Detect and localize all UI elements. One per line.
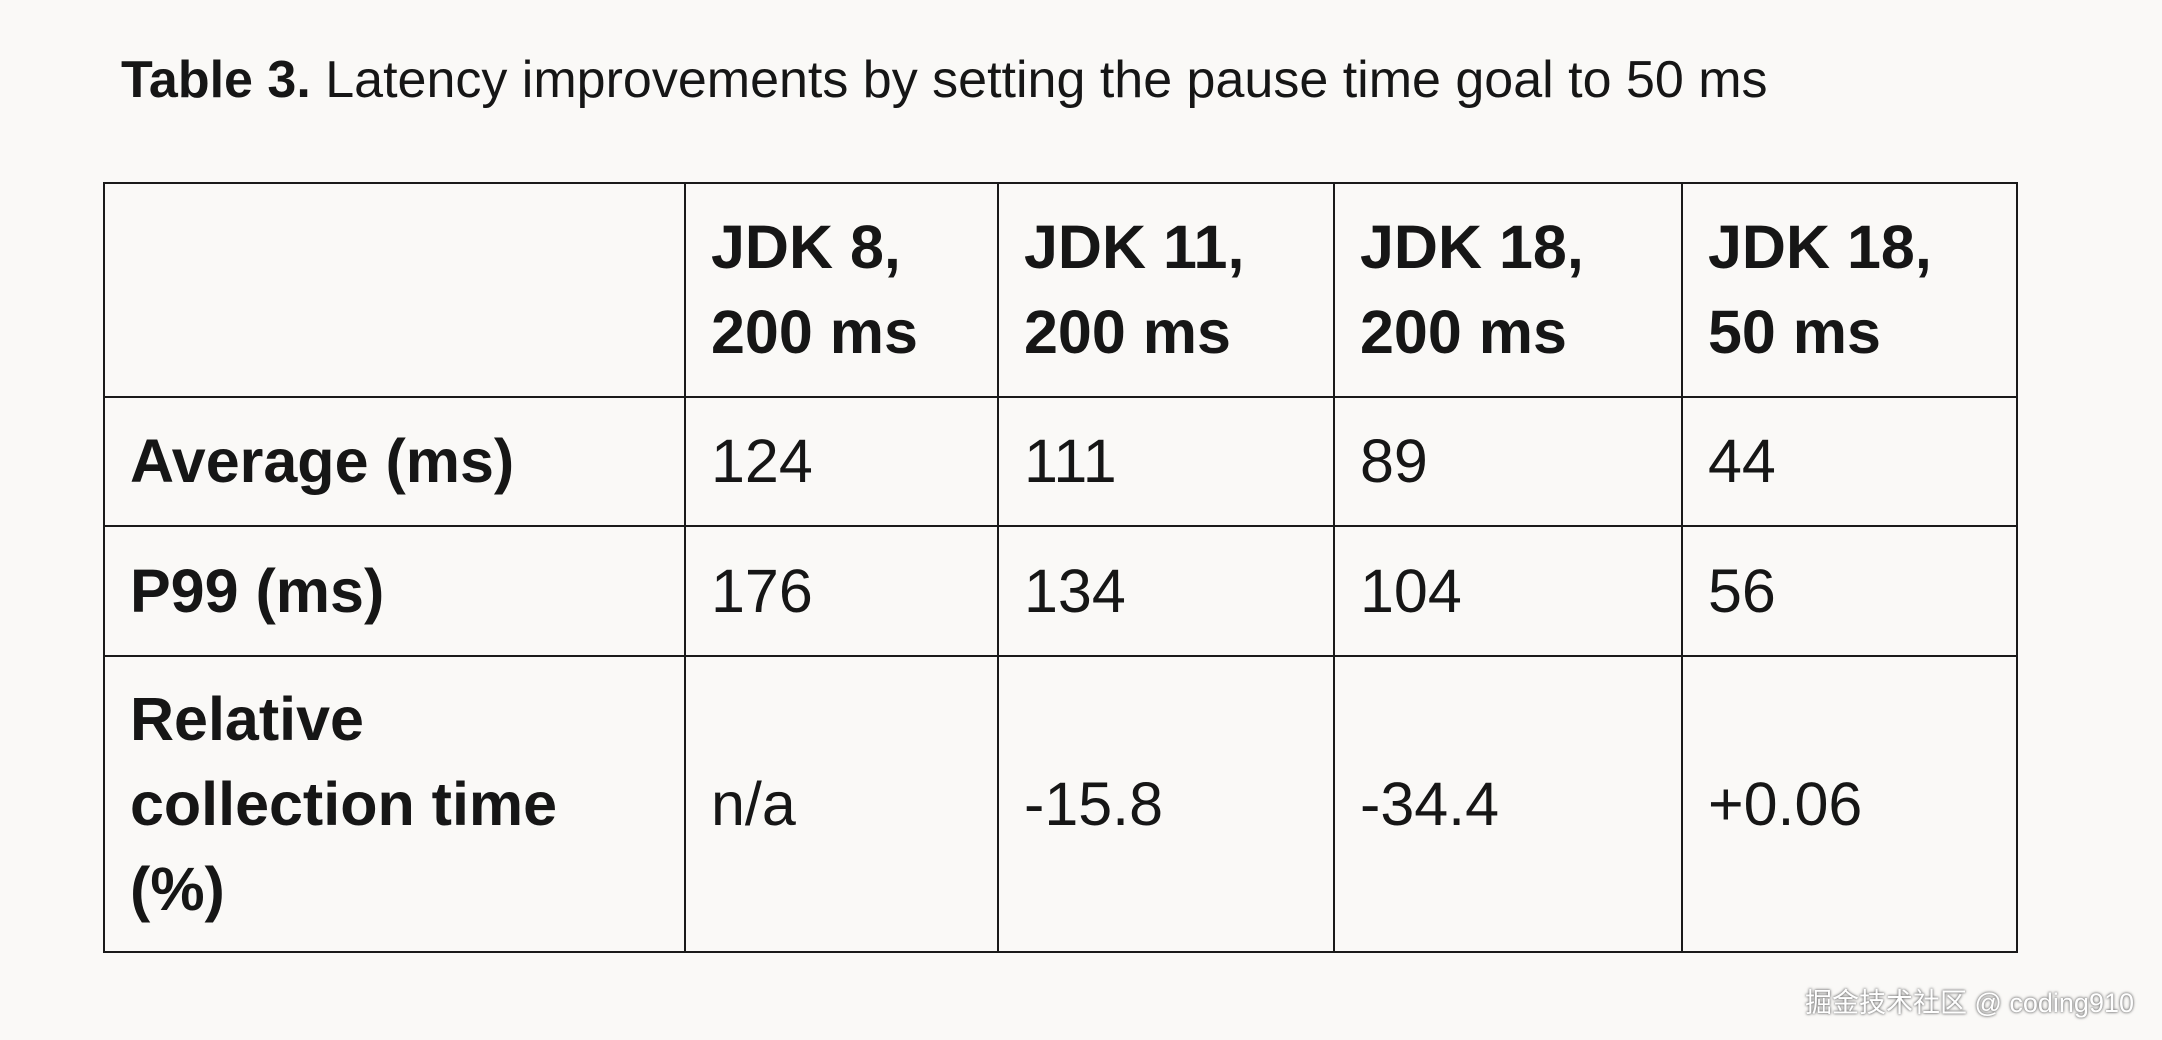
watermark: 掘金技术社区 @ coding910 xyxy=(1804,988,2134,1018)
data-row: Relative collection time (%) n/a -15.8 -34.… xyxy=(103,655,2018,953)
data-cell: -15.8 xyxy=(997,655,1335,953)
row-header: P99 (ms) xyxy=(103,525,686,657)
column-header: JDK 8, 200 ms xyxy=(684,182,999,398)
column-header: JDK 18, 50 ms xyxy=(1681,182,2018,398)
column-header: JDK 11, 200 ms xyxy=(997,182,1335,398)
data-cell: 111 xyxy=(997,396,1335,527)
table-body: JDK 8, 200 ms JDK 11, 200 ms JDK 18, 200 m… xyxy=(103,182,2018,953)
caption-label: Table 3. xyxy=(121,51,311,109)
corner-cell xyxy=(103,182,686,398)
data-cell: 134 xyxy=(997,525,1335,657)
data-cell: n/a xyxy=(684,655,999,953)
column-header: JDK 18, 200 ms xyxy=(1333,182,1683,398)
header-row: JDK 8, 200 ms JDK 11, 200 ms JDK 18, 200 m… xyxy=(103,182,2018,398)
data-cell: 124 xyxy=(684,396,999,527)
data-cell: 89 xyxy=(1333,396,1683,527)
data-row: P99 (ms) 176 134 104 56 xyxy=(103,525,2018,657)
latency-table: JDK 8, 200 ms JDK 11, 200 ms JDK 18, 200 m… xyxy=(103,182,2018,953)
data-cell: 44 xyxy=(1681,396,2018,527)
data-cell: 56 xyxy=(1681,525,2018,657)
row-header: Relative collection time (%) xyxy=(103,655,686,953)
data-row: Average (ms) 124 111 89 44 xyxy=(103,396,2018,527)
row-header: Average (ms) xyxy=(103,396,686,527)
data-cell: 104 xyxy=(1333,525,1683,657)
data-cell: +0.06 xyxy=(1681,655,2018,953)
data-cell: 176 xyxy=(684,525,999,657)
data-cell: -34.4 xyxy=(1333,655,1683,953)
caption-text: Latency improvements by setting the paus… xyxy=(325,51,1768,109)
table-caption: Table 3. Latency improvements by setting… xyxy=(121,50,1768,110)
